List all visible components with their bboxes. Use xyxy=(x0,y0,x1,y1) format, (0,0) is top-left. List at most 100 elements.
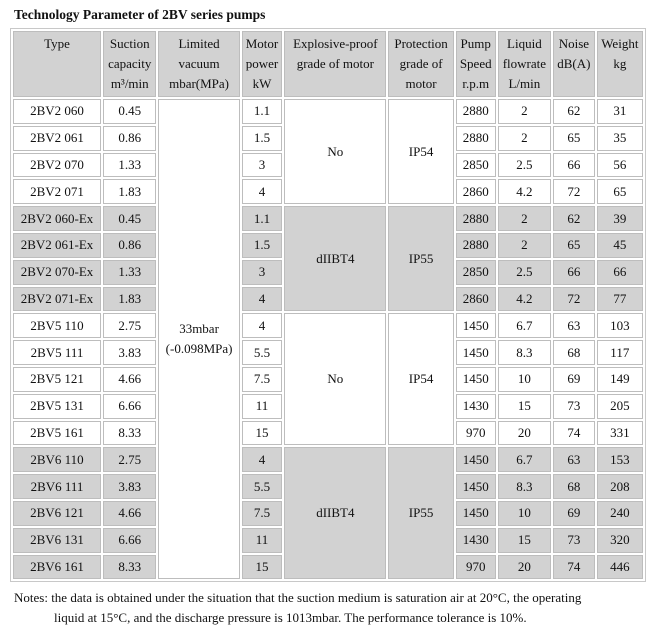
pump-speed-cell: 1430 xyxy=(455,527,496,553)
column-header: Liquid flowrate L/min xyxy=(497,31,552,97)
liquid-flowrate-cell: 20 xyxy=(497,554,552,580)
weight-cell: 66 xyxy=(596,259,643,285)
motor-power-cell: 5.5 xyxy=(241,340,283,365)
explosive-proof-cell: dIIBT4 xyxy=(284,206,387,312)
suction-capacity-cell: 8.33 xyxy=(103,554,157,580)
table-row: 2BV2 061 0.86 1.5 2880 2 65 35 xyxy=(13,125,643,151)
cell-line: dB(A) xyxy=(557,56,591,71)
motor-power-cell: 3 xyxy=(241,152,283,178)
liquid-flowrate-cell: 10 xyxy=(497,366,552,392)
motor-power-cell: 4 xyxy=(241,313,283,339)
motor-power-cell: 11 xyxy=(241,527,283,553)
suction-capacity-cell: 0.86 xyxy=(103,232,157,258)
suction-capacity-cell: 6.66 xyxy=(103,527,157,553)
table-row: 2BV6 161 8.33 15 970 20 74 446 xyxy=(13,554,643,580)
noise-cell: 74 xyxy=(553,420,595,446)
liquid-flowrate-cell: 2.5 xyxy=(497,152,552,178)
cell-line: Pump xyxy=(460,36,491,51)
liquid-flowrate-cell: 4.2 xyxy=(497,179,552,205)
noise-cell: 63 xyxy=(553,313,595,339)
protection-grade-cell: IP55 xyxy=(388,206,454,312)
cell-line: grade of motor xyxy=(296,56,374,71)
motor-power-cell: 4 xyxy=(241,447,283,473)
suction-capacity-cell: 8.33 xyxy=(103,420,157,446)
weight-cell: 320 xyxy=(596,527,643,553)
motor-power-cell: 1.5 xyxy=(241,232,283,258)
type-cell: 2BV2 071-Ex xyxy=(13,286,102,312)
weight-cell: 65 xyxy=(596,179,643,205)
type-cell: 2BV6 111 xyxy=(13,474,102,499)
weight-cell: 117 xyxy=(596,340,643,365)
suction-capacity-cell: 1.83 xyxy=(103,179,157,205)
table-row: 2BV2 071-Ex 1.83 4 2860 4.2 72 77 xyxy=(13,286,643,312)
weight-cell: 35 xyxy=(596,125,643,151)
weight-cell: 446 xyxy=(596,554,643,580)
type-cell: 2BV5 110 xyxy=(13,313,102,339)
cell-line: 33mbar xyxy=(179,321,219,337)
explosive-proof-cell: No xyxy=(284,313,387,446)
weight-cell: 149 xyxy=(596,366,643,392)
noise-cell: 65 xyxy=(553,232,595,258)
column-header: Suction capacity m³/min xyxy=(103,31,157,97)
noise-cell: 74 xyxy=(553,554,595,580)
cell-line: Motor xyxy=(245,36,279,51)
noise-cell: 72 xyxy=(553,179,595,205)
pump-speed-cell: 2880 xyxy=(455,232,496,258)
liquid-flowrate-cell: 20 xyxy=(497,420,552,446)
limited-vacuum-cell: 33mbar (-0.098MPa) xyxy=(158,99,240,580)
pump-speed-cell: 1430 xyxy=(455,393,496,419)
pump-speed-cell: 2880 xyxy=(455,125,496,151)
type-cell: 2BV2 060-Ex xyxy=(13,206,102,231)
noise-cell: 62 xyxy=(553,99,595,124)
motor-power-cell: 15 xyxy=(241,554,283,580)
liquid-flowrate-cell: 8.3 xyxy=(497,340,552,365)
type-cell: 2BV2 060 xyxy=(13,99,102,124)
type-cell: 2BV5 161 xyxy=(13,420,102,446)
cell-line: L/min xyxy=(508,76,541,91)
cell-line: Type xyxy=(44,36,70,51)
noise-cell: 66 xyxy=(553,259,595,285)
weight-cell: 45 xyxy=(596,232,643,258)
motor-power-cell: 1.1 xyxy=(241,206,283,231)
noise-cell: 66 xyxy=(553,152,595,178)
cell-line: (-0.098MPa) xyxy=(165,341,233,357)
cell-line: Protection xyxy=(394,36,448,51)
noise-cell: 68 xyxy=(553,474,595,499)
suction-capacity-cell: 1.33 xyxy=(103,152,157,178)
motor-power-cell: 4 xyxy=(241,179,283,205)
column-header: Type xyxy=(13,31,102,97)
liquid-flowrate-cell: 15 xyxy=(497,527,552,553)
motor-power-cell: 1.1 xyxy=(241,99,283,124)
header-row: Type Suction capacity m³/min Limited vacuum mb… xyxy=(13,31,643,97)
column-header: Protection grade of motor xyxy=(388,31,454,97)
suction-capacity-cell: 0.45 xyxy=(103,206,157,231)
table-row: 2BV6 111 3.83 5.5 1450 8.3 68 208 xyxy=(13,474,643,499)
type-cell: 2BV2 061-Ex xyxy=(13,232,102,258)
cell-line: Explosive-proof xyxy=(293,36,378,51)
weight-cell: 153 xyxy=(596,447,643,473)
noise-cell: 69 xyxy=(553,366,595,392)
motor-power-cell: 7.5 xyxy=(241,366,283,392)
pump-speed-cell: 1450 xyxy=(455,313,496,339)
cell-line: Noise xyxy=(558,36,590,51)
suction-capacity-cell: 0.86 xyxy=(103,125,157,151)
weight-cell: 56 xyxy=(596,152,643,178)
suction-capacity-cell: 3.83 xyxy=(103,474,157,499)
pump-speed-cell: 2860 xyxy=(455,286,496,312)
pump-speed-cell: 970 xyxy=(455,554,496,580)
liquid-flowrate-cell: 6.7 xyxy=(497,447,552,473)
table-row: 2BV2 071 1.83 4 2860 4.2 72 65 xyxy=(13,179,643,205)
liquid-flowrate-cell: 2 xyxy=(497,232,552,258)
cell-line: kg xyxy=(613,56,627,71)
pump-speed-cell: 2860 xyxy=(455,179,496,205)
weight-cell: 240 xyxy=(596,500,643,526)
table-row: 2BV5 161 8.33 15 970 20 74 331 xyxy=(13,420,643,446)
table-row: 2BV5 111 3.83 5.5 1450 8.3 68 117 xyxy=(13,340,643,365)
suction-capacity-cell: 2.75 xyxy=(103,313,157,339)
pump-parameter-table: Type Suction capacity m³/min Limited vacuum mb… xyxy=(10,28,646,583)
table-row: 2BV2 061-Ex 0.86 1.5 2880 2 65 45 xyxy=(13,232,643,258)
pump-speed-cell: 1450 xyxy=(455,474,496,499)
column-header: Motor power kW xyxy=(241,31,283,97)
weight-cell: 39 xyxy=(596,206,643,231)
